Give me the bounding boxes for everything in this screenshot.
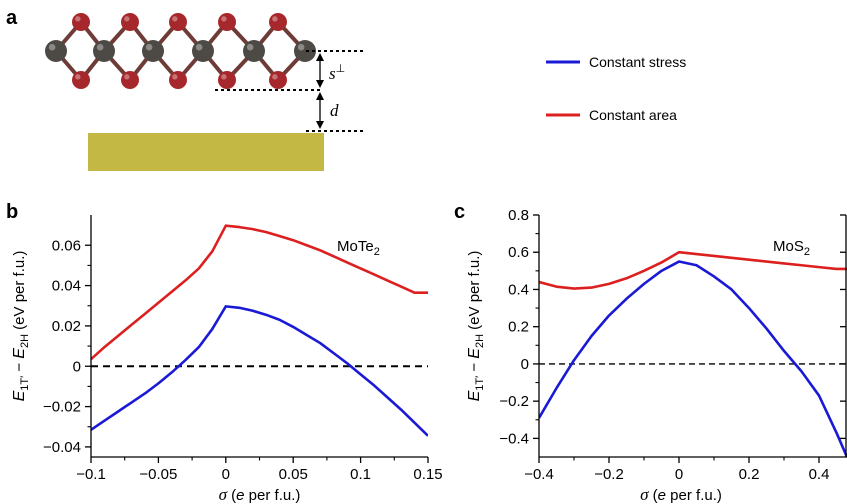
series-line-constant-stress: [91, 305, 428, 437]
chalcogen-atom: [169, 71, 187, 89]
mo-atom-highlight: [145, 43, 153, 51]
mo-atom-highlight: [195, 43, 203, 51]
chalcogen-atom: [72, 71, 90, 89]
series-line-constant-area: [91, 224, 428, 361]
chalcogen-atom: [72, 13, 90, 31]
legend-entry-constant-stress: Constant stress: [546, 54, 686, 70]
y-tick-label: −0.4: [499, 430, 529, 447]
y-tick-label: 0.4: [508, 281, 529, 298]
x-axis-label: σ (e per f.u.): [640, 485, 722, 504]
y-tick-label: −0.04: [43, 439, 81, 456]
chalcogen-atom-highlight: [75, 16, 81, 22]
chalcogen-atom-highlight: [272, 74, 278, 80]
chalcogen-atom: [169, 13, 187, 31]
chalcogen-atom-highlight: [272, 16, 278, 22]
mo-atom-highlight: [96, 43, 104, 51]
chalcogen-atom-highlight: [124, 74, 130, 80]
mo-atom: [243, 40, 265, 62]
chalcogen-atom: [218, 13, 236, 31]
mo-atom: [45, 40, 67, 62]
panel-letter-b: b: [6, 201, 18, 223]
chalcogen-atom-highlight: [221, 16, 227, 22]
x-tick-label: 0: [675, 466, 683, 483]
series-line-constant-area: [539, 250, 847, 290]
x-axis-label: σ (e per f.u.): [219, 485, 301, 504]
s-perp-label: s⊥: [329, 63, 345, 83]
mo-atom-highlight: [297, 43, 305, 51]
chalcogen-atom: [121, 13, 139, 31]
y-tick-label: 0.02: [52, 318, 81, 335]
chart-panel-c: −0.4 −0.2 0 0.2 0.4 −0.4 −0.2 0 0.2 0.4 0.6 0.8 MoS2…: [466, 207, 847, 504]
material-label: MoTe2: [337, 238, 380, 258]
legend: Constant stress Constant area: [546, 54, 686, 123]
chalcogen-atom: [269, 13, 287, 31]
y-tick-label: 0: [521, 356, 529, 373]
substrate: [88, 133, 324, 171]
chalcogen-atom-highlight: [221, 74, 227, 80]
legend-label-constant-stress: Constant stress: [589, 54, 686, 70]
chalcogen-atom-highlight: [172, 16, 178, 22]
y-tick-label: 0.8: [508, 207, 529, 224]
s-perp-arrow: [316, 53, 324, 88]
x-tick-label: −0.05: [139, 466, 177, 483]
x-tick-label: 0.1: [350, 466, 371, 483]
chalcogen-atom-highlight: [124, 16, 130, 22]
chart-panel-b: −0.1 −0.05 0 0.05 0.1 0.15 −0.04 −0.02 0 0.02 0.04…: [11, 215, 443, 504]
mo-atom-highlight: [48, 43, 56, 51]
x-tick-label: 0.05: [279, 466, 308, 483]
y-tick-label: −0.02: [43, 399, 81, 416]
d-arrow: [316, 92, 324, 129]
x-tick-label: 0.4: [809, 466, 830, 483]
x-tick-label: 0: [222, 466, 230, 483]
chalcogen-atom: [121, 71, 139, 89]
panel-letter-c: c: [454, 201, 465, 223]
x-tick-label: −0.2: [594, 466, 624, 483]
y-tick-label: −0.2: [499, 393, 529, 410]
mote2-layer-structure: [45, 13, 316, 89]
x-tick-label: 0.15: [413, 466, 442, 483]
mo-atom: [294, 40, 316, 62]
chalcogen-atom-highlight: [172, 74, 178, 80]
series-line-constant-stress: [539, 260, 847, 457]
y-tick-label: 0.6: [508, 244, 529, 261]
d-label: d: [330, 101, 339, 120]
panel-letter-a: a: [6, 7, 18, 29]
mo-atom-highlight: [246, 43, 254, 51]
material-label: MoS2: [773, 238, 810, 258]
legend-label-constant-area: Constant area: [589, 107, 677, 123]
x-tick-label: −0.1: [76, 466, 106, 483]
y-tick-label: 0.2: [508, 319, 529, 336]
panel-a: a s⊥ d: [6, 7, 364, 171]
chalcogen-atom: [269, 71, 287, 89]
legend-entry-constant-area: Constant area: [546, 107, 677, 123]
mo-atom: [93, 40, 115, 62]
chalcogen-atom-highlight: [75, 74, 81, 80]
y-tick-label: 0.04: [52, 278, 81, 295]
y-axis-label: E1T′ − E2H (eV per f.u.): [466, 251, 486, 402]
x-tick-label: −0.4: [524, 466, 554, 483]
x-tick-label: 0.2: [739, 466, 760, 483]
y-tick-label: 0: [73, 358, 81, 375]
y-tick-label: 0.06: [52, 237, 81, 254]
mo-atom: [142, 40, 164, 62]
chalcogen-atom: [218, 71, 236, 89]
mo-atom: [192, 40, 214, 62]
y-axis-label: E1T′ − E2H (eV per f.u.): [11, 251, 31, 402]
